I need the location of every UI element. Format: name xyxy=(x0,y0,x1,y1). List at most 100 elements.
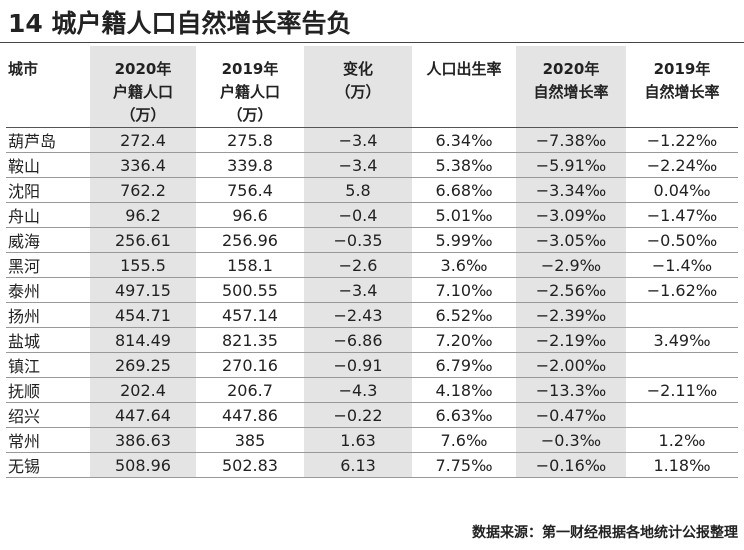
city-cell: 镇江 xyxy=(6,352,90,378)
table-cell: 497.15 xyxy=(90,277,196,303)
table-row: 沈阳 762.2 756.4 5.8 6.68‰ −3.34‰ 0.04‰ xyxy=(6,177,738,203)
table-cell: 6.63‰ xyxy=(412,402,516,428)
city-cell: 抚顺 xyxy=(6,377,90,403)
header-row: 城市 2020年 户籍人口 （万） 2019年 户籍人口 （万） 变化 （万） 人口出生率 2020… xyxy=(6,46,738,128)
table-cell: 447.64 xyxy=(90,402,196,428)
data-table: 城市 2020年 户籍人口 （万） 2019年 户籍人口 （万） 变化 （万） 人口出生率 2020… xyxy=(6,46,738,478)
column-header-line: （万） xyxy=(227,106,273,124)
column-header-line: （万） xyxy=(335,83,381,101)
column-header-line: 2019年 xyxy=(653,60,711,78)
table-cell: 1.18‰ xyxy=(626,452,738,478)
table-row: 绍兴 447.64 447.86 −0.22 6.63‰ −0.47‰ xyxy=(6,402,738,428)
table-cell: −0.35 xyxy=(304,227,412,253)
table-cell: 502.83 xyxy=(196,452,304,478)
column-header: 2020年户籍人口 （万） xyxy=(90,46,196,128)
table-cell: 386.63 xyxy=(90,427,196,453)
table-cell: 6.34‰ xyxy=(412,127,516,153)
table-cell: 5.38‰ xyxy=(412,152,516,178)
table-cell: 96.2 xyxy=(90,202,196,228)
table-row: 无锡 508.96 502.83 6.13 7.75‰ −0.16‰ 1.18‰ xyxy=(6,452,738,478)
city-cell: 鞍山 xyxy=(6,152,90,178)
table-cell: 814.49 xyxy=(90,327,196,353)
table-row: 威海 256.61 256.96 −0.35 5.99‰ −3.05‰ −0.50‰ xyxy=(6,227,738,253)
city-cell: 威海 xyxy=(6,227,90,253)
column-header-line: 2020年 xyxy=(114,60,172,78)
column-header-line: 变化 xyxy=(342,60,373,78)
table-cell: −6.86 xyxy=(304,327,412,353)
table-cell: 272.4 xyxy=(90,127,196,153)
table-row: 盐城 814.49 821.35 −6.86 7.20‰ −2.19‰ 3.49‰ xyxy=(6,327,738,353)
table-cell: 3.6‰ xyxy=(412,252,516,278)
table-cell: −3.09‰ xyxy=(516,202,626,228)
table-cell: 269.25 xyxy=(90,352,196,378)
table-cell: −3.4 xyxy=(304,152,412,178)
table-cell: −0.91 xyxy=(304,352,412,378)
table-cell: 7.10‰ xyxy=(412,277,516,303)
table-cell: −0.22 xyxy=(304,402,412,428)
table-row: 黑河 155.5 158.1 −2.6 3.6‰ −2.9‰ −1.4‰ xyxy=(6,252,738,278)
city-cell: 盐城 xyxy=(6,327,90,353)
table-cell: −7.38‰ xyxy=(516,127,626,153)
table-cell: 339.8 xyxy=(196,152,304,178)
table-cell: 454.71 xyxy=(90,302,196,328)
title-divider xyxy=(0,42,744,43)
column-header-line: 城市 xyxy=(8,60,39,78)
table-cell: 821.35 xyxy=(196,327,304,353)
city-cell: 扬州 xyxy=(6,302,90,328)
column-header-line: 2019年 xyxy=(221,60,279,78)
table-cell: 202.4 xyxy=(90,377,196,403)
table-cell: −1.47‰ xyxy=(626,202,738,228)
table-cell: 1.2‰ xyxy=(626,427,738,453)
table-cell: −2.9‰ xyxy=(516,252,626,278)
column-header: 2019年 自然增长率 xyxy=(626,46,738,128)
table-cell: −2.56‰ xyxy=(516,277,626,303)
table-cell: 5.99‰ xyxy=(412,227,516,253)
table-cell: −2.11‰ xyxy=(626,377,738,403)
table-cell: 155.5 xyxy=(90,252,196,278)
table-cell: 158.1 xyxy=(196,252,304,278)
table-cell: 1.63 xyxy=(304,427,412,453)
city-cell: 泰州 xyxy=(6,277,90,303)
table-cell: 336.4 xyxy=(90,152,196,178)
table-cell: 96.6 xyxy=(196,202,304,228)
table-cell xyxy=(626,302,738,328)
table-cell: 7.6‰ xyxy=(412,427,516,453)
table-cell: −3.34‰ xyxy=(516,177,626,203)
table-cell: 457.14 xyxy=(196,302,304,328)
city-cell: 舟山 xyxy=(6,202,90,228)
table-cell: −13.3‰ xyxy=(516,377,626,403)
column-header: 人口出生率 xyxy=(412,46,516,128)
column-header-line: 户籍人口 xyxy=(112,83,173,101)
column-header: 2020年 自然增长率 xyxy=(516,46,626,128)
column-header-line: 2020年 xyxy=(542,60,600,78)
table-cell: 5.01‰ xyxy=(412,202,516,228)
table-cell: 447.86 xyxy=(196,402,304,428)
table-cell: −3.4 xyxy=(304,127,412,153)
column-header-line: 户籍人口 xyxy=(219,83,280,101)
table-row: 舟山 96.2 96.6 −0.4 5.01‰ −3.09‰ −1.47‰ xyxy=(6,202,738,228)
city-cell: 葫芦岛 xyxy=(6,127,90,153)
table-cell: 6.79‰ xyxy=(412,352,516,378)
table-cell: 762.2 xyxy=(90,177,196,203)
table-cell: −2.00‰ xyxy=(516,352,626,378)
column-header-line: （万） xyxy=(120,106,166,124)
table-cell: −0.50‰ xyxy=(626,227,738,253)
table-cell: −2.24‰ xyxy=(626,152,738,178)
city-cell: 黑河 xyxy=(6,252,90,278)
table-cell: −0.3‰ xyxy=(516,427,626,453)
column-header: 2019年户籍人口 （万） xyxy=(196,46,304,128)
table-row: 扬州 454.71 457.14 −2.43 6.52‰ −2.39‰ xyxy=(6,302,738,328)
table-cell: −2.43 xyxy=(304,302,412,328)
table-row: 镇江 269.25 270.16 −0.91 6.79‰ −2.00‰ xyxy=(6,352,738,378)
table-cell: 270.16 xyxy=(196,352,304,378)
table-cell: 3.49‰ xyxy=(626,327,738,353)
table-cell: 6.52‰ xyxy=(412,302,516,328)
table-cell: 385 xyxy=(196,427,304,453)
table-row: 常州 386.63 385 1.63 7.6‰ −0.3‰ 1.2‰ xyxy=(6,427,738,453)
table-cell: 500.55 xyxy=(196,277,304,303)
table-cell: −0.16‰ xyxy=(516,452,626,478)
table-cell: −0.4 xyxy=(304,202,412,228)
table-cell: 256.61 xyxy=(90,227,196,253)
city-cell: 常州 xyxy=(6,427,90,453)
table-cell: 206.7 xyxy=(196,377,304,403)
